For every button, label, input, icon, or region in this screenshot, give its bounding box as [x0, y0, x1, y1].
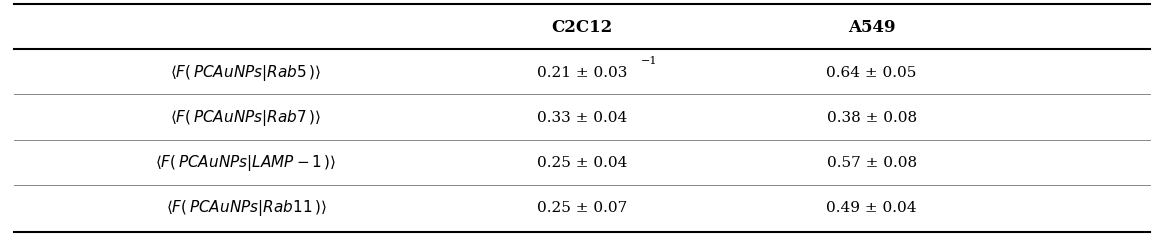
Text: $\langle F(\,\mathit{PCAuNPs}|\mathit{LAMP}-1\,)\rangle$: $\langle F(\,\mathit{PCAuNPs}|\mathit{LA… — [155, 153, 336, 173]
Text: $\langle F(\,\mathit{PCAuNPs}|\mathit{Rab}11\,)\rangle$: $\langle F(\,\mathit{PCAuNPs}|\mathit{Ra… — [165, 198, 326, 218]
Text: 0.57 ± 0.08: 0.57 ± 0.08 — [826, 156, 917, 170]
Text: 0.25 ± 0.04: 0.25 ± 0.04 — [537, 156, 627, 170]
Text: −1: −1 — [641, 56, 658, 66]
Text: 0.64 ± 0.05: 0.64 ± 0.05 — [826, 66, 917, 80]
Text: $\langle F(\,\mathit{PCAuNPs}|\mathit{Rab}5\,)\rangle$: $\langle F(\,\mathit{PCAuNPs}|\mathit{Ra… — [170, 63, 321, 83]
Text: $\langle F(\,\mathit{PCAuNPs}|\mathit{Rab}7\,)\rangle$: $\langle F(\,\mathit{PCAuNPs}|\mathit{Ra… — [170, 108, 321, 128]
Text: 0.38 ± 0.08: 0.38 ± 0.08 — [826, 111, 917, 125]
Text: 0.25 ± 0.07: 0.25 ± 0.07 — [537, 201, 627, 215]
Text: 0.21 ± 0.03: 0.21 ± 0.03 — [537, 66, 627, 80]
Text: C2C12: C2C12 — [552, 19, 612, 36]
Text: A549: A549 — [847, 19, 895, 36]
Text: 0.49 ± 0.04: 0.49 ± 0.04 — [826, 201, 917, 215]
Text: 0.33 ± 0.04: 0.33 ± 0.04 — [537, 111, 627, 125]
